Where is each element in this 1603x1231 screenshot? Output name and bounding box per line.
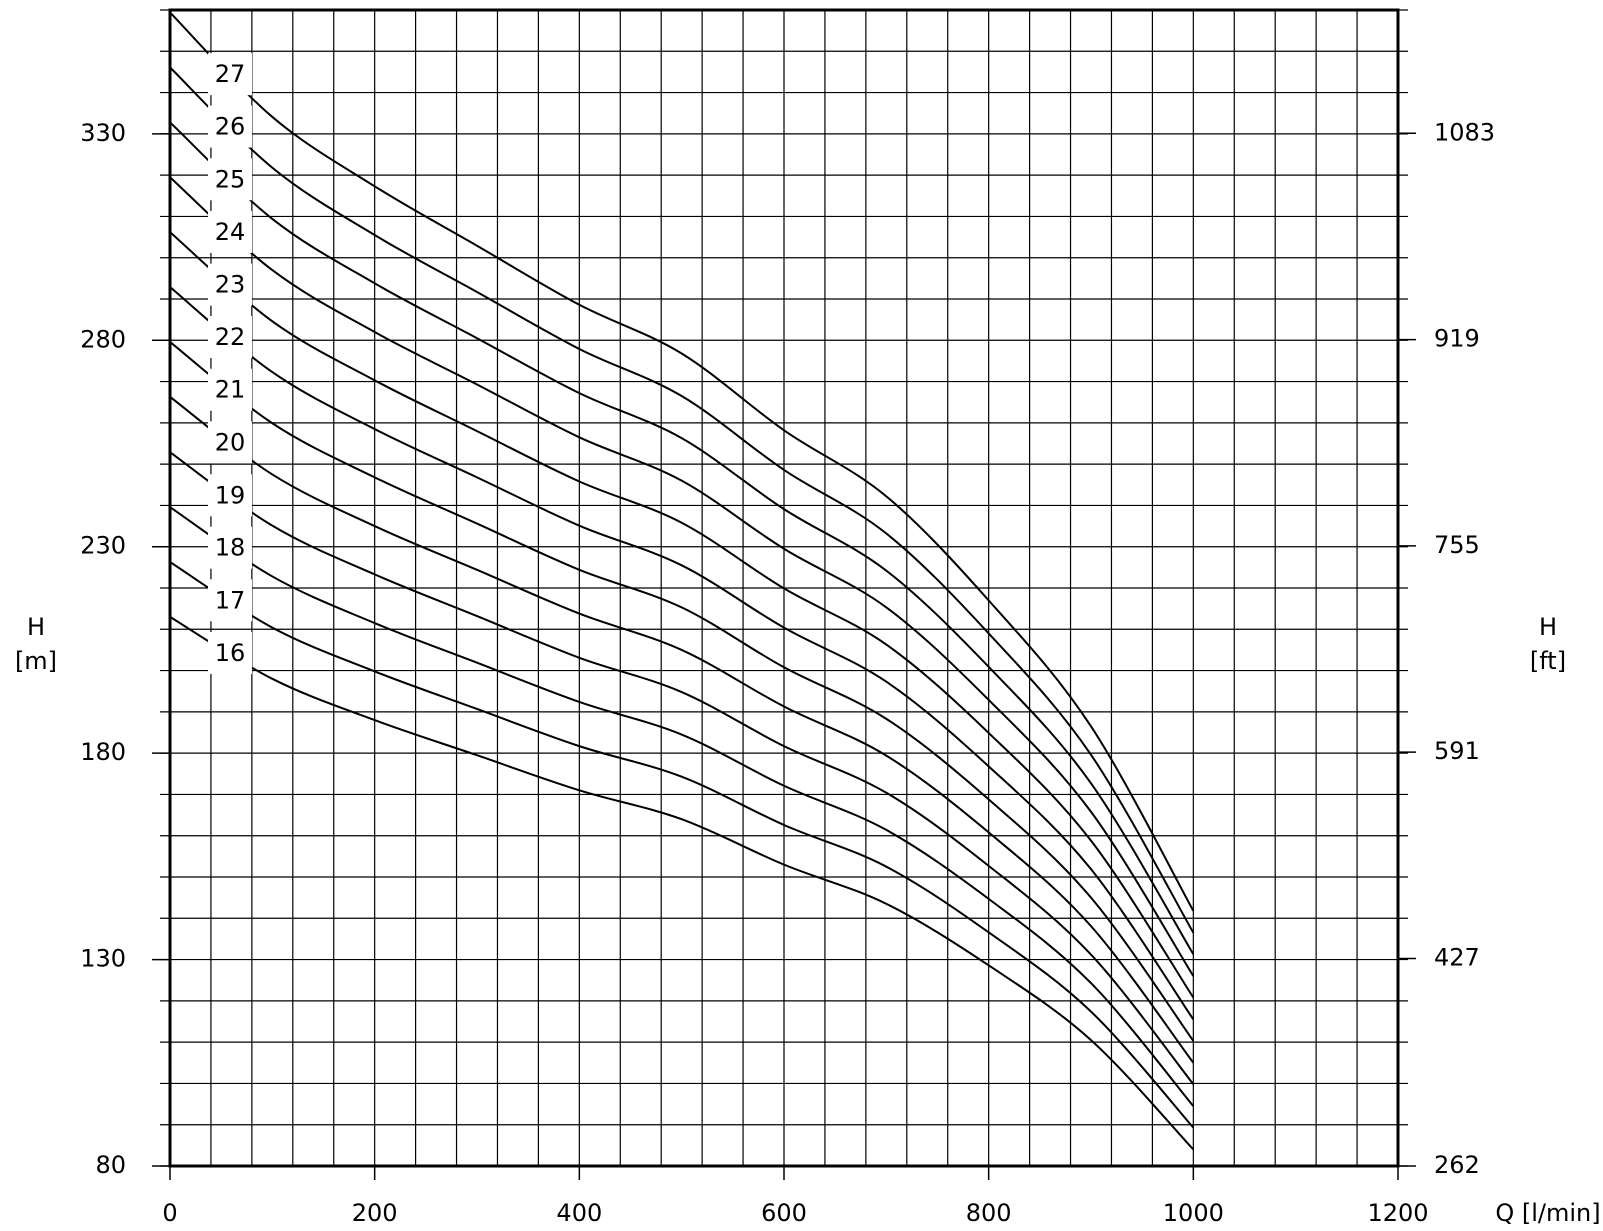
label-gap [208, 158, 252, 201]
legend-label: 17 [215, 586, 246, 614]
y2-tick-label: 919 [1434, 325, 1480, 353]
pump-curve [169, 286, 1195, 1021]
pump-curve [169, 341, 1195, 1042]
x-tick-label: 0 [162, 1199, 177, 1227]
pump-curve [169, 616, 1195, 1151]
label-gap [208, 105, 252, 148]
y-tick-label: 230 [80, 532, 126, 560]
y2-tick-label: 1083 [1434, 118, 1495, 146]
legend-label: 21 [215, 376, 246, 404]
y2-tick-label: 591 [1434, 737, 1480, 765]
y2-tick-label: 427 [1434, 943, 1480, 971]
x-tick-label: 400 [556, 1199, 602, 1227]
legend-label: 19 [215, 481, 246, 509]
legend-label: 22 [215, 323, 246, 351]
label-gap [208, 474, 252, 517]
label-gap [208, 316, 252, 359]
pump-curve [169, 231, 1195, 999]
pump-curve [169, 396, 1195, 1064]
label-gap [208, 579, 252, 622]
label-gap [208, 526, 252, 569]
x-tick-label: 1000 [1163, 1199, 1224, 1227]
pump-curve [169, 176, 1195, 977]
label-gap [208, 263, 252, 306]
pump-curve [169, 506, 1195, 1107]
curves [169, 11, 1195, 1151]
y-label: [m] [15, 647, 57, 675]
legend-label: 27 [215, 60, 246, 88]
labels: 16 17 18 19 20 21 22 23 24 25 26 27 [208, 53, 252, 675]
pump-curve [169, 11, 1195, 912]
legend-label: 23 [215, 271, 246, 299]
legend-label: 18 [215, 534, 246, 562]
label-gap [208, 421, 252, 464]
pump-curve [169, 66, 1195, 934]
y-tick-label: 130 [80, 945, 126, 973]
label-gap [208, 632, 252, 675]
legend-label: 24 [215, 218, 246, 246]
x-tick-label: 200 [352, 1199, 398, 1227]
y2-tick-label: 262 [1434, 1151, 1480, 1179]
x-tick-label: 600 [761, 1199, 807, 1227]
label-gap [208, 368, 252, 411]
y-tick-label: 180 [80, 738, 126, 766]
y-label: H [27, 613, 45, 641]
label-gap [208, 53, 252, 96]
pump-curve [169, 451, 1195, 1085]
label-gap [208, 210, 252, 253]
x-tick-label: 1200 [1367, 1199, 1428, 1227]
x-label: Q [l/min] [1495, 1199, 1600, 1227]
y-tick-label: 330 [80, 119, 126, 147]
y-tick-label: 280 [80, 325, 126, 353]
y-tick-label: 80 [95, 1151, 126, 1179]
legend-label: 16 [215, 639, 246, 667]
pump-curve [169, 121, 1195, 955]
legend-label: 25 [215, 165, 246, 193]
x-tick-label: 800 [966, 1199, 1012, 1227]
y2-tick-label: 755 [1434, 531, 1480, 559]
legend-label: 26 [215, 113, 246, 141]
legend-label: 20 [215, 428, 246, 456]
y2-label: [ft] [1530, 647, 1566, 675]
y2-label: H [1539, 613, 1557, 641]
pump-curve [169, 561, 1195, 1129]
